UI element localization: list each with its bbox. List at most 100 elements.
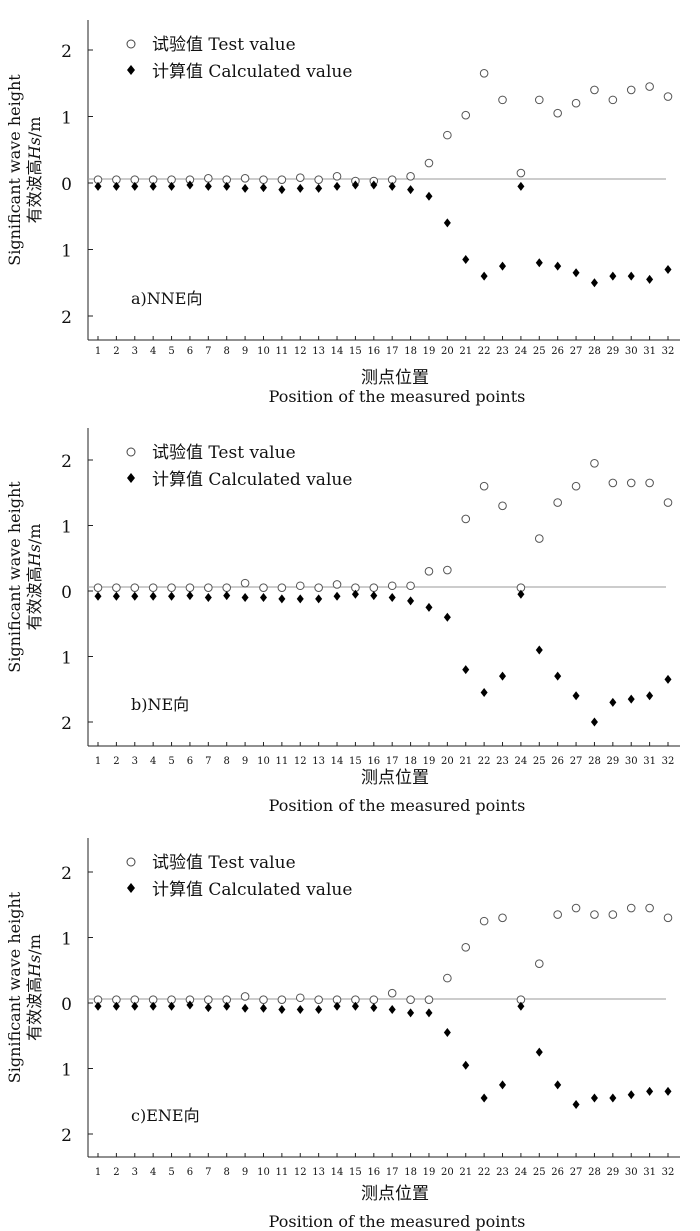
point-calc-3 — [131, 1001, 139, 1011]
legend: 试验值 Test value 计算值 Calculated value — [126, 853, 352, 900]
point-test-3 — [130, 583, 140, 593]
x-tick-label: 8 — [224, 346, 230, 357]
x-tick-label: 4 — [150, 756, 156, 767]
x-tick-label: 7 — [205, 756, 211, 767]
x-tick-label: 4 — [150, 1167, 156, 1178]
point-calc-11 — [278, 1005, 286, 1015]
point-calc-19 — [425, 602, 433, 612]
y-axis-title-unit: /m — [25, 934, 44, 955]
point-test-23 — [498, 95, 507, 105]
point-calc-22 — [480, 688, 488, 698]
x-tick-label: 1 — [95, 346, 101, 357]
x-tick-label: 16 — [367, 1167, 380, 1178]
point-test-26 — [553, 910, 562, 919]
point-calc-7 — [204, 1003, 212, 1013]
x-tick-label: 8 — [224, 756, 230, 767]
x-tick-label: 19 — [423, 346, 436, 357]
point-calc-12 — [296, 594, 304, 604]
x-tick-label: 20 — [441, 1167, 454, 1178]
x-tick-label: 29 — [606, 346, 619, 357]
point-test-31 — [645, 478, 654, 488]
x-tick-label: 1 — [95, 756, 101, 767]
point-calc-17 — [388, 181, 396, 191]
point-calc-20 — [443, 1027, 451, 1037]
point-calc-24 — [517, 1001, 525, 1011]
point-calc-2 — [112, 1001, 120, 1011]
legend-label-test: 试验值 Test value — [152, 853, 296, 873]
x-tick-label: 18 — [404, 346, 417, 357]
x-axis-title-cn: 测点位置 — [361, 368, 429, 388]
x-tick-label: 2 — [113, 346, 119, 357]
x-tick-label: 7 — [205, 346, 211, 357]
x-tick-label: 23 — [496, 756, 509, 767]
legend: 试验值 Test value 计算值 Calculated value — [126, 443, 352, 490]
x-tick-label: 5 — [168, 756, 174, 767]
x-tick-label: 21 — [459, 346, 472, 357]
x-tick-label: 13 — [312, 756, 325, 767]
legend-label-calc: 计算值 Calculated value — [152, 62, 352, 82]
point-calc-22 — [480, 271, 488, 281]
point-test-13 — [314, 995, 323, 1005]
point-test-19 — [424, 567, 434, 576]
point-test-29 — [608, 910, 618, 919]
x-tick-label: 30 — [625, 1167, 638, 1178]
point-calc-14 — [333, 181, 341, 191]
point-test-32 — [663, 498, 673, 507]
y-axis-title-line2: 有效波高Hs/m — [25, 524, 44, 631]
point-calc-24 — [517, 589, 525, 599]
point-test-18 — [406, 172, 415, 181]
point-test-16 — [369, 995, 379, 1005]
x-tick-label: 12 — [294, 1167, 307, 1178]
point-calc-11 — [278, 594, 286, 604]
x-tick-label: 3 — [132, 346, 138, 357]
point-test-20 — [443, 565, 452, 575]
point-test-29 — [608, 95, 618, 105]
point-calc-6 — [186, 1000, 194, 1010]
x-tick-label: 4 — [150, 346, 156, 357]
point-calc-1 — [94, 1001, 102, 1011]
point-calc-14 — [333, 1001, 341, 1011]
x-tick-label: 22 — [478, 346, 491, 357]
point-test-19 — [424, 158, 434, 168]
x-tick-label: 3 — [132, 1167, 138, 1178]
point-calc-26 — [554, 261, 562, 271]
point-calc-30 — [627, 694, 635, 704]
point-test-14 — [332, 580, 342, 589]
point-calc-23 — [499, 261, 507, 271]
point-calc-32 — [664, 264, 672, 274]
point-test-29 — [608, 478, 618, 488]
x-tick-label: 6 — [187, 346, 193, 357]
legend-marker-calc — [127, 883, 135, 893]
x-tick-label: 23 — [496, 1167, 509, 1178]
point-test-12 — [295, 173, 305, 182]
point-test-10 — [259, 175, 268, 184]
point-calc-9 — [241, 1003, 249, 1013]
point-test-27 — [571, 481, 581, 491]
point-calc-3 — [131, 591, 139, 601]
point-calc-15 — [351, 589, 359, 599]
point-calc-16 — [370, 591, 378, 601]
point-test-25 — [534, 959, 544, 969]
x-tick-label: 16 — [367, 346, 380, 357]
y-tick-label: 1 — [61, 930, 72, 950]
point-calc-31 — [646, 1086, 654, 1096]
point-calc-19 — [425, 191, 433, 201]
x-tick-label: 6 — [187, 1167, 193, 1178]
x-tick-label: 11 — [276, 756, 289, 767]
point-calc-25 — [535, 258, 543, 268]
point-calc-5 — [168, 591, 176, 601]
point-test-17 — [387, 581, 397, 591]
x-tick-label: 28 — [588, 346, 601, 357]
point-calc-12 — [296, 183, 304, 193]
y-tick-label: 0 — [61, 995, 72, 1015]
x-tick-label: 22 — [478, 1167, 491, 1178]
point-calc-19 — [425, 1008, 433, 1018]
point-calc-16 — [370, 1003, 378, 1013]
point-calc-10 — [259, 183, 267, 193]
x-tick-label: 31 — [643, 756, 656, 767]
point-test-14 — [332, 172, 342, 181]
